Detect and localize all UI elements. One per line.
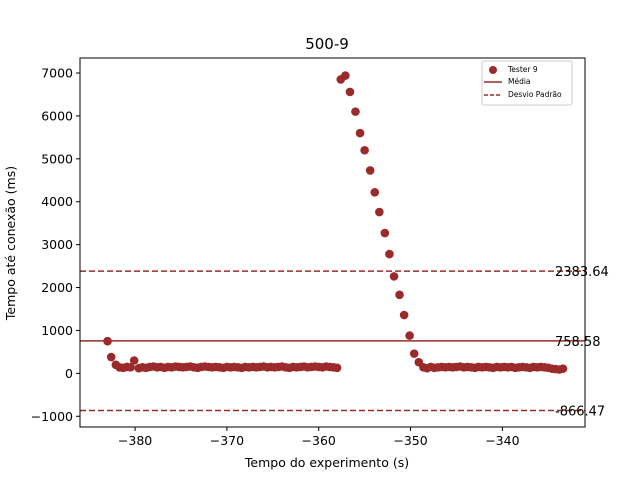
legend-box <box>481 60 573 106</box>
plot-area <box>103 71 568 374</box>
x-tick-label-1: −370 <box>210 433 244 448</box>
data-point <box>409 349 419 358</box>
legend-label-mean: Média <box>508 77 531 86</box>
axes: −380 −370 −360 −350 −340 −1000 0 1000 2000 3000 40… <box>31 66 520 448</box>
legend-label-tester: Tester 9 <box>507 65 538 74</box>
x-tick-label-3: −350 <box>393 433 427 448</box>
data-point <box>351 107 360 116</box>
legend-label-std: Desvio Padrão <box>508 90 562 99</box>
data-point <box>389 272 399 281</box>
y-tick-label-3: 2000 <box>41 280 73 295</box>
y-tick-label-5: 4000 <box>41 194 73 209</box>
data-point <box>380 228 390 238</box>
y-tick-label-0: −1000 <box>31 409 73 424</box>
legend-marker-tester <box>489 66 497 74</box>
legend: Tester 9 Média Desvio Padrão <box>481 60 573 106</box>
std-value-label-2: -866.47 <box>555 405 605 420</box>
data-point <box>365 166 375 175</box>
data-point <box>355 128 365 138</box>
data-point <box>106 352 116 362</box>
reference-lines: 2383.64 758.58 -866.47 <box>80 265 609 420</box>
data-point <box>399 310 409 320</box>
x-tick-label-2: −360 <box>302 433 336 448</box>
x-tick-label-0: −380 <box>118 433 152 448</box>
y-tick-label-8: 7000 <box>41 66 73 81</box>
data-point <box>395 290 404 300</box>
y-axis-label: Tempo até conexão (ms) <box>3 166 18 321</box>
data-point <box>385 249 394 259</box>
y-tick-label-6: 5000 <box>41 151 73 166</box>
chart-title: 500-9 <box>305 35 349 53</box>
data-point <box>375 207 384 217</box>
mean-value-label-1: 758.58 <box>555 335 601 350</box>
data-point <box>345 87 355 97</box>
y-tick-label-2: 1000 <box>41 323 73 338</box>
x-tick-label-4: −340 <box>485 433 519 448</box>
x-axis-label: Tempo do experimento (s) <box>244 455 409 470</box>
data-point <box>370 187 380 197</box>
plot-frame <box>79 57 586 428</box>
std-value-label-0: 2383.64 <box>555 265 609 280</box>
data-point <box>341 71 350 80</box>
y-tick-label-1: 0 <box>65 366 73 381</box>
data-point <box>405 331 414 340</box>
y-tick-label-4: 3000 <box>41 237 73 252</box>
data-point <box>558 364 568 373</box>
data-point <box>332 363 342 373</box>
y-tick-label-7: 6000 <box>41 108 73 123</box>
data-point <box>360 145 369 155</box>
data-point <box>126 363 135 372</box>
data-point <box>129 356 139 365</box>
